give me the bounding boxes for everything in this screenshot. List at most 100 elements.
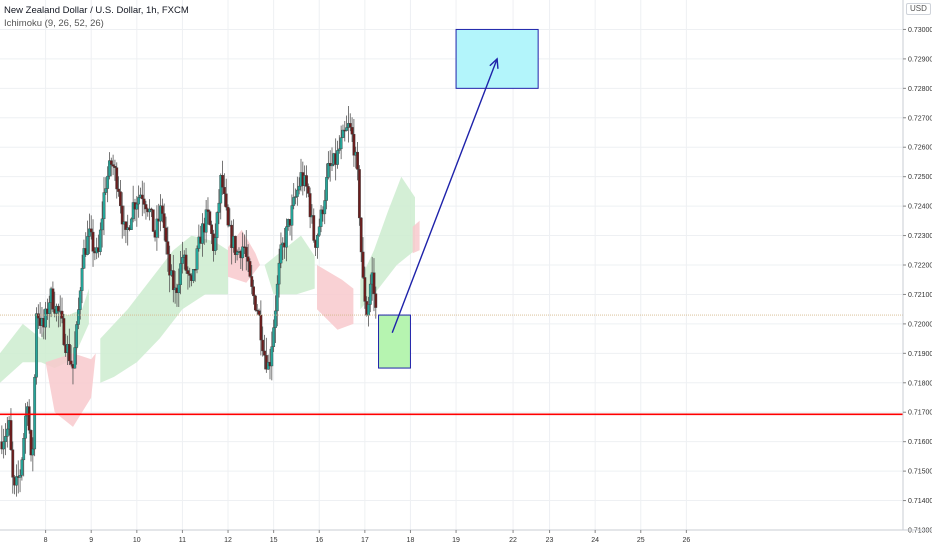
candle-body — [22, 438, 26, 461]
candle-body — [195, 248, 199, 270]
candle-body — [356, 151, 359, 170]
time-tick-label: 17 — [361, 537, 369, 544]
time-tick-label: 18 — [407, 537, 415, 544]
candle-body — [259, 314, 263, 341]
candle-body — [253, 295, 257, 311]
candle-body — [252, 286, 255, 297]
candle-body — [108, 160, 111, 177]
candle-body — [336, 150, 339, 165]
candle-body — [36, 313, 40, 319]
kumo-bullish — [360, 176, 415, 310]
time-tick-label: 16 — [315, 537, 323, 544]
chart-legend: New Zealand Dollar / U.S. Dollar, 1h, FX… — [4, 4, 189, 30]
candle-body — [137, 197, 141, 205]
candle-body — [337, 148, 341, 151]
candle-body — [118, 191, 122, 207]
candle-body — [78, 290, 82, 310]
candle-body — [131, 202, 135, 220]
kumo-bullish — [264, 235, 315, 295]
candle-body — [4, 436, 7, 442]
candle-body — [18, 475, 22, 478]
candle-body — [224, 193, 228, 208]
time-tick-label: 22 — [509, 537, 517, 544]
candle-body — [171, 270, 175, 291]
candle-body — [186, 270, 190, 274]
kumo-bullish — [100, 235, 228, 383]
price-tick-label: 0.71700 — [908, 410, 932, 417]
currency-badge[interactable]: USD — [906, 3, 931, 15]
symbol-title[interactable]: New Zealand Dollar / U.S. Dollar, 1h, FX… — [4, 5, 189, 16]
candle-body — [277, 262, 281, 285]
candle-body — [263, 350, 266, 356]
candle-body — [244, 246, 248, 257]
price-axis[interactable]: 0.73000 0.72900 0.72800 0.72700 0.72600 0.725… — [902, 0, 932, 550]
candle-body — [279, 244, 283, 264]
price-tick-label: 0.71900 — [908, 351, 932, 358]
candle-body — [155, 218, 159, 238]
price-tick-label: 0.72900 — [908, 56, 932, 63]
candle-body — [31, 448, 35, 456]
candle-body — [348, 123, 352, 128]
candle-body — [325, 177, 328, 201]
candle-body — [62, 318, 66, 345]
price-tick-label: 0.71800 — [908, 380, 932, 387]
time-tick-label: 11 — [179, 537, 186, 544]
candles — [0, 106, 378, 497]
candle-body — [135, 203, 139, 210]
entry-zone-box[interactable] — [378, 314, 411, 369]
kumo-bearish — [45, 353, 96, 427]
candle-body — [294, 196, 297, 198]
drawings[interactable] — [378, 28, 539, 369]
candle-body — [113, 166, 117, 168]
candle-body — [372, 272, 376, 294]
candle-body — [106, 175, 110, 189]
candle-body — [20, 459, 24, 476]
time-tick-label: 8 — [44, 537, 48, 544]
candle-body — [308, 193, 312, 218]
time-axis[interactable]: 8 9 10 11 12 15 16 17 18 19 22 23 24 25 26 — [0, 529, 932, 544]
candle-body — [144, 204, 148, 210]
candle-body — [86, 236, 89, 255]
indicator-label[interactable]: Ichimoku (9, 26, 52, 26) — [4, 18, 104, 29]
candle-body — [160, 205, 164, 214]
candle-body — [345, 127, 349, 131]
candle-body — [142, 198, 146, 205]
candle-body — [357, 169, 361, 219]
candle-body — [184, 254, 188, 271]
candle-body — [75, 324, 79, 348]
candle-body — [166, 241, 170, 255]
candle-body — [292, 197, 296, 206]
candle-body — [270, 346, 274, 367]
candle-body — [367, 304, 370, 316]
candle-body — [5, 428, 9, 437]
candle-body — [164, 227, 168, 242]
candle-body — [374, 293, 378, 308]
candle-body — [295, 189, 299, 197]
candle-body — [250, 276, 254, 287]
candle-body — [213, 237, 217, 251]
candle-body — [181, 257, 184, 264]
price-tick-label: 0.73000 — [908, 27, 932, 34]
candle-body — [67, 344, 71, 362]
candle-body — [179, 263, 182, 285]
candle-body — [87, 228, 91, 237]
time-tick-label: 25 — [637, 537, 645, 544]
candle-body — [111, 164, 115, 167]
price-tick-label: 0.72600 — [908, 145, 932, 152]
trend-arrow[interactable] — [391, 58, 498, 333]
candle-body — [77, 309, 80, 325]
candle-body — [188, 273, 192, 276]
candle-body — [82, 248, 86, 269]
candle-body — [193, 269, 197, 271]
candle-body — [100, 218, 104, 231]
price-tick-label: 0.72300 — [908, 233, 932, 240]
candle-body — [226, 206, 230, 226]
candle-body — [91, 231, 95, 252]
candle-body — [35, 313, 38, 378]
candle-body — [47, 302, 51, 314]
candle-body — [15, 476, 18, 486]
candle-body — [56, 305, 60, 312]
candle-body — [33, 376, 37, 450]
candle-body — [274, 310, 277, 328]
